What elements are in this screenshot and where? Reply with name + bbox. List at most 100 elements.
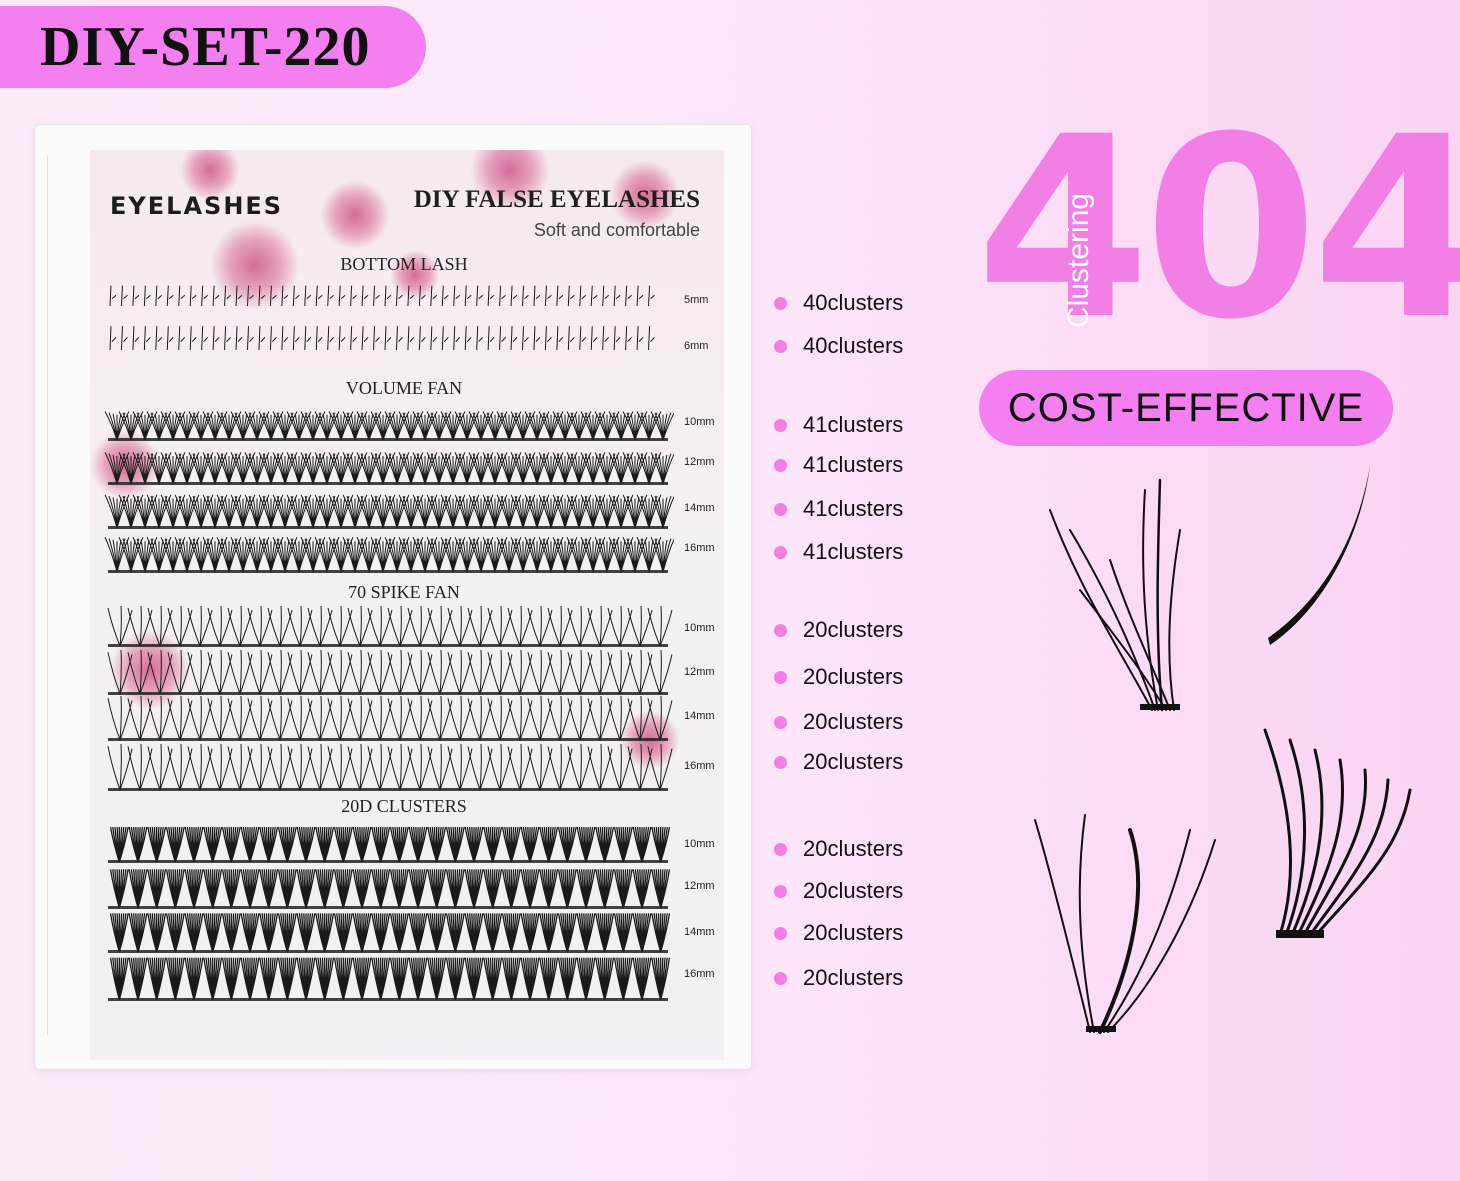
length-label: 6mm [684, 340, 709, 352]
lash-strip-drawing [109, 326, 655, 351]
cost-effective-banner: COST-EFFECTIVE [979, 370, 1393, 446]
cluster-count-text: 41clusters [803, 539, 904, 564]
blossom-decoration [180, 150, 240, 200]
length-label: 10mm [684, 622, 715, 634]
lash-band [108, 738, 668, 741]
length-label: 10mm [684, 838, 715, 850]
lash-strip-spike-16mm [104, 744, 673, 792]
lash-band [108, 526, 668, 529]
lash-strip-drawing [107, 606, 673, 647]
lash-strip-20d-12mm [104, 866, 671, 910]
lash-strip-drawing [109, 957, 671, 1001]
lash-band [108, 570, 668, 573]
length-label: 16mm [684, 968, 715, 980]
cluster-count-text: 20clusters [803, 920, 904, 945]
lash-strip-drawing [104, 411, 674, 441]
length-label: 16mm [684, 542, 715, 554]
cluster-count-text: 40clusters [803, 333, 904, 358]
lash-band [108, 438, 668, 441]
lash-strip-20d-10mm [104, 824, 671, 866]
lash-band [108, 644, 668, 647]
lash-strip-drawing [104, 537, 674, 573]
section-title-20d-clusters: 20D CLUSTERS [341, 796, 467, 816]
bullet-dot-icon [774, 842, 787, 856]
lash-card: EYELASHES DIY FALSE EYELASHES Soft and c… [90, 150, 724, 1060]
lash-band [108, 998, 668, 1001]
cluster-count-item: 20clusters [774, 920, 903, 946]
length-label: 14mm [684, 710, 715, 722]
cluster-count-text: 41clusters [803, 412, 904, 437]
lash-strip-spike-12mm [104, 650, 673, 696]
cluster-count-text: 20clusters [803, 664, 904, 689]
length-label: 12mm [684, 666, 715, 678]
bullet-dot-icon [774, 545, 787, 559]
length-label: 12mm [684, 880, 715, 892]
lash-strip-drawing [107, 650, 673, 695]
cluster-count-text: 41clusters [803, 496, 904, 521]
total-cluster-label: Clustering [1062, 192, 1095, 328]
cluster-count-item: 20clusters [774, 709, 903, 735]
bullet-dot-icon [774, 926, 787, 940]
cluster-count-text: 20clusters [803, 965, 904, 990]
cluster-count-item: 41clusters [774, 452, 903, 478]
lash-strip-drawing [109, 913, 671, 953]
cluster-count-item: 20clusters [774, 878, 903, 904]
lash-strip-20d-14mm [104, 910, 671, 954]
length-label: 16mm [684, 760, 715, 772]
cluster-count-text: 40clusters [803, 290, 904, 315]
lash-strip-spike-10mm [104, 606, 673, 650]
lash-strip-spike-14mm [104, 696, 673, 742]
cluster-count-item: 20clusters [774, 617, 903, 643]
length-label: 14mm [684, 926, 715, 938]
lash-strip-20d-16mm [104, 954, 671, 1002]
length-label: 10mm [684, 416, 715, 428]
bullet-dot-icon [774, 502, 787, 516]
lash-strip-bottom-6mm [104, 322, 664, 352]
lash-strip-drawing [109, 826, 671, 863]
bullet-dot-icon [774, 623, 787, 637]
tray-hinge-line [47, 155, 48, 1035]
lash-strip-volume-14mm [104, 486, 674, 530]
cluster-count-item: 40clusters [774, 290, 903, 316]
cluster-count-item: 40clusters [774, 333, 903, 359]
lash-strip-drawing [104, 494, 674, 529]
cluster-count-text: 20clusters [803, 836, 904, 861]
bullet-dot-icon [774, 755, 787, 769]
bullet-dot-icon [774, 458, 787, 472]
brand-logo: EYELASHES [110, 192, 284, 220]
lash-band [108, 788, 668, 791]
bullet-dot-icon [774, 971, 787, 985]
set-title: DIY-SET-220 [40, 16, 371, 78]
bullet-dot-icon [774, 884, 787, 898]
lash-strip-drawing [107, 744, 673, 791]
lash-strip-volume-16mm [104, 528, 674, 574]
cluster-count-item: 20clusters [774, 836, 903, 862]
cluster-count-item: 20clusters [774, 749, 903, 775]
length-label: 14mm [684, 502, 715, 514]
cluster-count-item: 41clusters [774, 539, 903, 565]
lash-strip-drawing [104, 452, 674, 485]
cluster-count-item: 41clusters [774, 412, 903, 438]
bullet-dot-icon [774, 715, 787, 729]
lash-band [108, 906, 668, 909]
card-title: DIY FALSE EYELASHES [413, 186, 700, 213]
section-title-volume-fan: VOLUME FAN [345, 378, 463, 398]
cluster-count-text: 20clusters [803, 709, 904, 734]
blossom-decoration [610, 160, 680, 230]
lash-band [108, 482, 668, 485]
cluster-count-text: 20clusters [803, 878, 904, 903]
bullet-dot-icon [774, 418, 787, 432]
lash-single-illustration [1268, 466, 1370, 645]
cluster-count-item: 41clusters [774, 496, 903, 522]
length-label: 12mm [684, 456, 715, 468]
bullet-dot-icon [774, 339, 787, 353]
lash-cluster-illustration [1049, 478, 1181, 712]
blossom-decoration [110, 630, 190, 710]
cost-effective-text: COST-EFFECTIVE [1007, 385, 1365, 430]
lash-band [108, 860, 668, 863]
total-cluster-number: 404 [976, 83, 1460, 374]
lash-strip-drawing [109, 285, 655, 307]
lash-strip-drawing [107, 696, 673, 741]
cluster-count-text: 20clusters [803, 617, 904, 642]
lash-band [108, 950, 668, 953]
